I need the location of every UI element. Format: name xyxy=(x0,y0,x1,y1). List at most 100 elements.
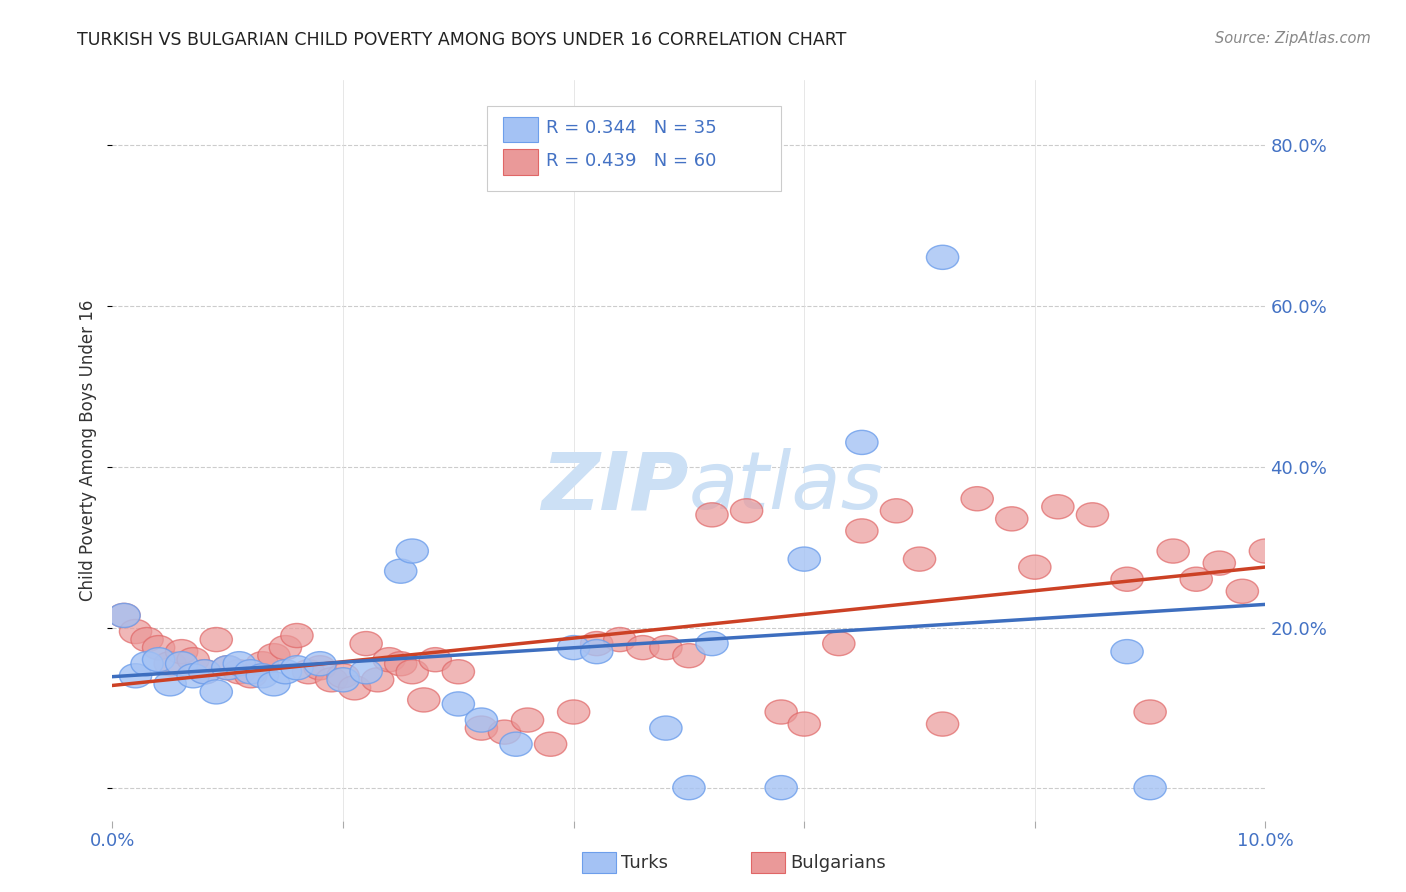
Ellipse shape xyxy=(673,775,704,800)
Text: TURKISH VS BULGARIAN CHILD POVERTY AMONG BOYS UNDER 16 CORRELATION CHART: TURKISH VS BULGARIAN CHILD POVERTY AMONG… xyxy=(77,31,846,49)
Ellipse shape xyxy=(927,245,959,269)
Ellipse shape xyxy=(270,635,301,660)
Ellipse shape xyxy=(350,632,382,656)
Ellipse shape xyxy=(166,640,198,664)
Ellipse shape xyxy=(512,708,544,732)
Ellipse shape xyxy=(465,716,498,740)
Ellipse shape xyxy=(443,660,474,684)
Ellipse shape xyxy=(200,627,232,652)
Ellipse shape xyxy=(385,559,416,583)
Ellipse shape xyxy=(131,652,163,676)
Ellipse shape xyxy=(465,708,498,732)
Ellipse shape xyxy=(108,603,141,627)
Ellipse shape xyxy=(304,656,336,680)
Ellipse shape xyxy=(120,664,152,688)
Ellipse shape xyxy=(246,664,278,688)
Ellipse shape xyxy=(558,635,589,660)
Ellipse shape xyxy=(1226,579,1258,603)
Ellipse shape xyxy=(581,632,613,656)
Ellipse shape xyxy=(155,672,186,696)
Ellipse shape xyxy=(200,680,232,704)
Ellipse shape xyxy=(270,660,301,684)
Ellipse shape xyxy=(188,660,221,684)
Ellipse shape xyxy=(789,547,820,571)
Ellipse shape xyxy=(696,632,728,656)
Ellipse shape xyxy=(235,664,267,688)
Ellipse shape xyxy=(1042,495,1074,519)
Ellipse shape xyxy=(627,635,659,660)
Ellipse shape xyxy=(1135,775,1166,800)
Text: Source: ZipAtlas.com: Source: ZipAtlas.com xyxy=(1215,31,1371,46)
Ellipse shape xyxy=(257,644,290,668)
Ellipse shape xyxy=(315,668,347,692)
Text: R = 0.439   N = 60: R = 0.439 N = 60 xyxy=(546,152,716,170)
Ellipse shape xyxy=(534,732,567,756)
Y-axis label: Child Poverty Among Boys Under 16: Child Poverty Among Boys Under 16 xyxy=(79,300,97,601)
Ellipse shape xyxy=(1111,640,1143,664)
Ellipse shape xyxy=(131,627,163,652)
Ellipse shape xyxy=(904,547,935,571)
Ellipse shape xyxy=(789,712,820,736)
Ellipse shape xyxy=(166,652,198,676)
Ellipse shape xyxy=(339,676,371,700)
FancyBboxPatch shape xyxy=(503,117,538,143)
Ellipse shape xyxy=(927,712,959,736)
Ellipse shape xyxy=(823,632,855,656)
Ellipse shape xyxy=(373,648,405,672)
FancyBboxPatch shape xyxy=(503,149,538,175)
Ellipse shape xyxy=(142,635,174,660)
Text: Turks: Turks xyxy=(621,854,668,871)
Ellipse shape xyxy=(765,775,797,800)
Ellipse shape xyxy=(257,672,290,696)
Ellipse shape xyxy=(155,652,186,676)
Ellipse shape xyxy=(108,603,141,627)
Ellipse shape xyxy=(1019,555,1050,579)
Ellipse shape xyxy=(235,660,267,684)
Ellipse shape xyxy=(281,624,314,648)
Ellipse shape xyxy=(673,644,704,668)
Ellipse shape xyxy=(488,720,520,744)
Ellipse shape xyxy=(1077,503,1108,527)
Ellipse shape xyxy=(1204,551,1236,575)
Text: Bulgarians: Bulgarians xyxy=(790,854,886,871)
Ellipse shape xyxy=(396,660,429,684)
Ellipse shape xyxy=(650,635,682,660)
Ellipse shape xyxy=(558,700,589,724)
Ellipse shape xyxy=(281,656,314,680)
Ellipse shape xyxy=(246,652,278,676)
Ellipse shape xyxy=(224,652,256,676)
Text: atlas: atlas xyxy=(689,449,884,526)
Text: ZIP: ZIP xyxy=(541,449,689,526)
Ellipse shape xyxy=(408,688,440,712)
Ellipse shape xyxy=(443,692,474,716)
Ellipse shape xyxy=(603,627,636,652)
FancyBboxPatch shape xyxy=(488,106,782,191)
Ellipse shape xyxy=(350,660,382,684)
Ellipse shape xyxy=(880,499,912,523)
Ellipse shape xyxy=(224,660,256,684)
Ellipse shape xyxy=(1250,539,1281,563)
Ellipse shape xyxy=(846,519,877,543)
Ellipse shape xyxy=(292,660,325,684)
Ellipse shape xyxy=(396,539,429,563)
Ellipse shape xyxy=(212,656,243,680)
Ellipse shape xyxy=(581,640,613,664)
Ellipse shape xyxy=(120,619,152,644)
Ellipse shape xyxy=(696,503,728,527)
Ellipse shape xyxy=(385,652,416,676)
Ellipse shape xyxy=(328,668,359,692)
Ellipse shape xyxy=(1135,700,1166,724)
Ellipse shape xyxy=(731,499,762,523)
Ellipse shape xyxy=(995,507,1028,531)
Ellipse shape xyxy=(177,664,209,688)
Ellipse shape xyxy=(501,732,531,756)
Ellipse shape xyxy=(177,648,209,672)
Ellipse shape xyxy=(1157,539,1189,563)
Ellipse shape xyxy=(328,664,359,688)
Ellipse shape xyxy=(212,656,243,680)
Ellipse shape xyxy=(142,648,174,672)
Ellipse shape xyxy=(765,700,797,724)
Ellipse shape xyxy=(846,430,877,455)
Ellipse shape xyxy=(361,668,394,692)
Ellipse shape xyxy=(650,716,682,740)
